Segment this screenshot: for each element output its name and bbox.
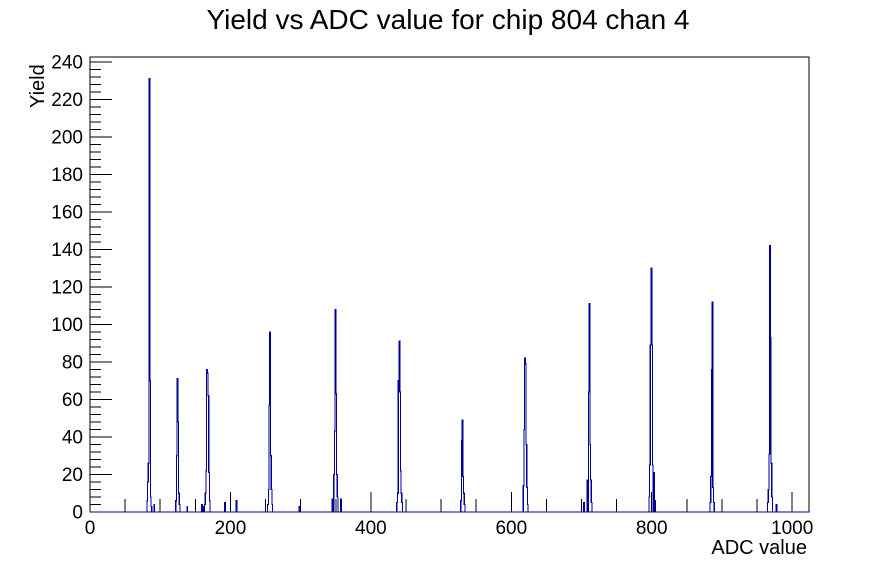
x-tick-label: 800 [636,518,668,539]
y-tick-label: 220 [51,90,83,111]
y-tick-label: 80 [62,352,83,373]
histogram-line [90,78,809,513]
x-tick-label: 600 [495,518,527,539]
x-tick-label: 0 [85,518,96,539]
y-tick-label: 100 [51,315,83,336]
chart-title: Yield vs ADC value for chip 804 chan 4 [206,4,690,35]
x-tick-label: 1000 [771,518,813,539]
y-tick-label: 200 [51,127,83,148]
y-tick-label: 40 [62,427,83,448]
y-tick-label: 140 [51,240,83,261]
y-axis-label: Yield [27,64,49,108]
y-tick-label: 180 [51,165,83,186]
y-tick-label: 60 [62,390,83,411]
y-tick-label: 0 [72,503,83,524]
y-tick-label: 240 [51,52,83,73]
y-tick-label: 120 [51,277,83,298]
x-tick-label: 200 [215,518,247,539]
x-axis-label: ADC value [711,537,807,559]
y-tick-label: 20 [62,465,83,486]
x-tick-label: 400 [355,518,387,539]
plot-frame [89,56,810,513]
y-tick-label: 160 [51,202,83,223]
